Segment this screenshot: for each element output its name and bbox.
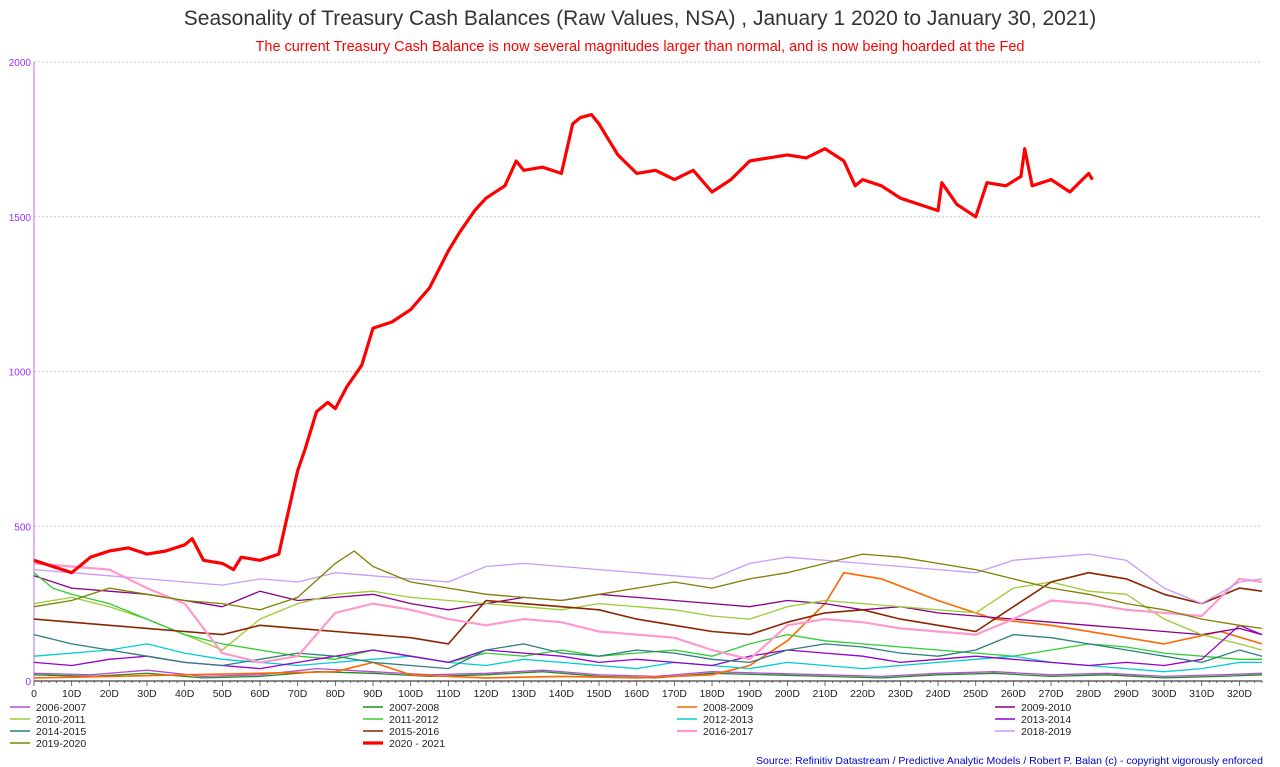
x-tick-label: 200D — [775, 688, 801, 700]
legend-label: 2013-2014 — [1021, 714, 1071, 726]
x-tick-label: 320D — [1227, 688, 1253, 700]
x-tick-label: 240D — [925, 688, 951, 700]
legend-label: 2009-2010 — [1021, 702, 1071, 714]
y-tick-label: 500 — [14, 522, 31, 533]
plot-area: 0 500 1000 1500 2000 0 10D 20D 30D 40D 50D 60D 70D 80… — [9, 58, 1263, 700]
x-tick-label: 230D — [888, 688, 914, 700]
x-tick-label: 280D — [1076, 688, 1102, 700]
x-tick-label: 80D — [326, 688, 346, 700]
legend-label: 2006-2007 — [36, 702, 86, 714]
x-tick-label: 60D — [250, 688, 270, 700]
legend-label: 2008-2009 — [703, 702, 753, 714]
y-tick-label: 2000 — [9, 58, 32, 69]
x-tick-label: 260D — [1001, 688, 1027, 700]
legend: 2006-2007 2007-2008 2008-2009 2009-2010 2010… — [10, 702, 1071, 750]
y-tick-label: 1000 — [9, 368, 32, 379]
legend-label: 2014-2015 — [36, 726, 86, 738]
legend-label: 2010-2011 — [36, 714, 86, 726]
series-line-2013-2014 — [33, 624, 1263, 670]
legend-label: 2015-2016 — [389, 726, 439, 738]
series-line-2015-2016 — [33, 571, 1263, 645]
x-tick-label: 250D — [963, 688, 989, 700]
series-line-2011-2012 — [33, 572, 1262, 664]
legend-label: 2016-2017 — [703, 726, 753, 738]
x-tick-label: 130D — [511, 688, 537, 700]
x-tick-label: 90D — [363, 688, 383, 700]
x-tick-label: 100D — [398, 688, 424, 700]
x-tick-label: 220D — [850, 688, 876, 700]
x-tick-label: 50D — [213, 688, 233, 700]
y-tick-label: 0 — [25, 677, 31, 688]
chart-subtitle: The current Treasury Cash Balance is now… — [256, 39, 1025, 55]
x-tick-label: 300D — [1152, 688, 1178, 700]
series-line-2018-2019 — [33, 553, 1263, 605]
x-tick-label: 0 — [31, 688, 37, 700]
x-tick-label: 210D — [812, 688, 838, 700]
x-tick-label: 70D — [288, 688, 308, 700]
series-line-2020-2021 — [33, 113, 1094, 575]
x-tick-label: 190D — [737, 688, 763, 700]
y-tick-label: 1500 — [9, 213, 32, 224]
x-tick-label: 160D — [624, 688, 650, 700]
x-tick-label: 180D — [699, 688, 725, 700]
legend-label: 2007-2008 — [389, 702, 439, 714]
x-tick-label: 110D — [436, 688, 461, 700]
legend-label: 2020 - 2021 — [389, 738, 445, 750]
series-line-2016-2017 — [33, 562, 1263, 664]
series-line-2008-2009 — [33, 571, 1263, 679]
x-tick-label: 150D — [586, 688, 612, 700]
x-tick-label: 40D — [175, 688, 195, 700]
series-line-2009-2010 — [33, 575, 1263, 636]
legend-label: 2011-2012 — [389, 714, 439, 726]
x-tick-label: 140D — [549, 688, 575, 700]
chart-title: Seasonality of Treasury Cash Balances (R… — [184, 7, 1096, 30]
x-tick-label: 120D — [473, 688, 499, 700]
x-tick-label: 10D — [62, 688, 82, 700]
legend-label: 2019-2020 — [36, 738, 86, 750]
series-line-2019-2020 — [33, 550, 1263, 630]
series-line-2014-2015 — [33, 633, 1263, 670]
x-tick-label: 310D — [1189, 688, 1215, 700]
x-tick-label: 290D — [1114, 688, 1140, 700]
x-tick-label: 20D — [100, 688, 120, 700]
x-tick-label: 170D — [662, 688, 688, 700]
series-line-2010-2011 — [33, 581, 1263, 651]
x-tick-label: 30D — [137, 688, 157, 700]
legend-label: 2018-2019 — [1021, 726, 1071, 738]
legend-label: 2012-2013 — [703, 714, 753, 726]
source-note: Source: Refinitiv Datastream / Predictiv… — [756, 755, 1263, 767]
x-tick-label: 270D — [1039, 688, 1065, 700]
